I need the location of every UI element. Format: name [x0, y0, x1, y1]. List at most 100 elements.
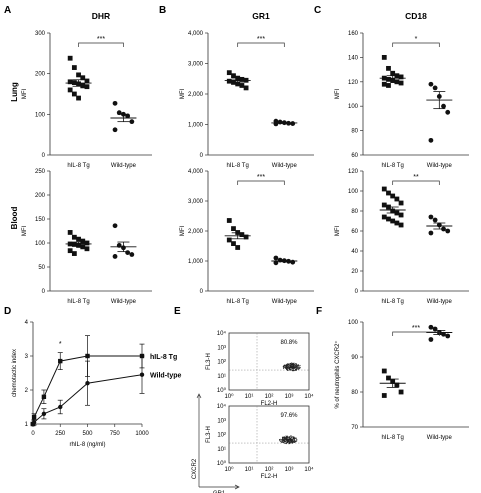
event-dot — [281, 436, 283, 438]
event-dot — [282, 442, 284, 443]
y-tick-label: 200 — [35, 72, 46, 78]
x-tick-label: 10² — [265, 467, 274, 473]
y-tick-label: 10² — [217, 433, 226, 439]
event-dot — [296, 367, 298, 368]
y-tick-label: 4,000 — [188, 169, 204, 175]
event-dot — [288, 363, 290, 365]
event-dot — [284, 440, 286, 442]
event-dot — [295, 365, 297, 367]
outer-y-label: CXCR2 — [192, 458, 198, 479]
y-axis-label: MFI — [180, 89, 186, 100]
category-label: hIL-8 Tg — [67, 163, 89, 169]
chart-f: 70 80 90 100 % of neutrophils CXCR2⁺ hIL-8 Tg… — [334, 320, 469, 441]
data-point-circle — [41, 411, 47, 416]
event-dot — [286, 441, 288, 443]
data-point-square — [67, 79, 73, 85]
data-point-circle — [112, 223, 118, 229]
legend-label: hIL-8 Tg — [150, 354, 177, 361]
arrow-head — [234, 484, 240, 490]
data-point-circle — [445, 333, 451, 339]
event-dot — [285, 364, 287, 366]
event-dot — [292, 366, 294, 368]
event-dot — [289, 366, 291, 368]
x-tick-label: 250 — [55, 431, 66, 437]
event-dot — [287, 369, 289, 371]
significance-bracket — [237, 180, 285, 185]
data-point-square — [394, 382, 400, 388]
data-point-square — [71, 242, 77, 247]
data-point-square — [235, 81, 241, 87]
data-point-circle — [290, 259, 296, 265]
y-tick-label: 3,000 — [188, 199, 204, 205]
arrow-head — [196, 393, 202, 399]
event-dot — [291, 369, 293, 370]
event-dot — [292, 363, 294, 365]
y-tick-label: 10⁰ — [217, 387, 227, 394]
y-tick-label: 100 — [348, 104, 359, 110]
event-dot — [294, 366, 296, 368]
y-tick-label: 0 — [42, 289, 46, 295]
event-dot — [283, 440, 284, 442]
data-point-square — [80, 83, 86, 89]
event-dot — [294, 441, 296, 443]
data-point-circle — [445, 228, 451, 234]
y-tick-label: 10¹ — [217, 447, 226, 453]
event-dot — [292, 368, 294, 370]
event-dot — [293, 442, 295, 443]
event-dot — [285, 439, 287, 440]
y-axis-label: FL3-H — [206, 426, 212, 443]
event-dot — [294, 441, 296, 443]
event-dot — [283, 436, 285, 438]
data-point-square — [386, 76, 391, 82]
data-point-square — [67, 230, 73, 235]
y-tick-label: 0 — [42, 153, 46, 159]
event-dot — [288, 438, 290, 440]
event-dot — [283, 437, 285, 439]
event-dot — [284, 436, 286, 438]
data-point-square — [71, 234, 77, 240]
event-dot — [290, 440, 292, 441]
event-dot — [289, 365, 291, 367]
data-point-square — [381, 214, 387, 220]
data-point-square — [76, 72, 81, 78]
event-dot — [291, 366, 293, 368]
y-tick-label: 120 — [348, 169, 359, 175]
data-point-square — [58, 358, 63, 364]
significance-label: * — [59, 341, 62, 348]
event-dot — [284, 438, 286, 440]
event-dot — [293, 441, 295, 443]
event-dot — [288, 368, 290, 370]
y-tick-label: 100 — [348, 189, 359, 195]
panel-letter-d: D — [4, 306, 11, 317]
data-point-square — [386, 216, 391, 222]
event-dot — [290, 367, 292, 369]
event-dot — [291, 441, 293, 443]
event-dot — [294, 363, 296, 365]
data-point-square — [239, 232, 245, 237]
data-point-circle — [273, 121, 279, 127]
event-dot — [284, 365, 286, 367]
data-point-circle — [31, 420, 37, 425]
chart-c-lung: CD18 60 80 100 120 140 160 MFI hIL-8 Tg Wild-type… — [335, 11, 469, 169]
event-dot — [296, 364, 298, 366]
y-axis-label: MFI — [22, 89, 28, 100]
y-tick-label: 1 — [25, 422, 29, 428]
y-tick-label: 160 — [348, 31, 359, 37]
event-dot — [293, 438, 295, 440]
event-dot — [291, 369, 293, 371]
plot-frame — [228, 405, 310, 464]
data-point-square — [84, 240, 90, 246]
category-label: Wild-type — [427, 435, 453, 441]
data-point-square — [243, 234, 249, 240]
event-dot — [295, 369, 297, 370]
event-dot — [282, 439, 284, 441]
y-tick-label: 1,000 — [188, 123, 204, 129]
y-tick-label: 100 — [35, 241, 46, 247]
data-point-circle — [441, 103, 446, 109]
data-point-square — [71, 65, 77, 70]
event-dot — [290, 438, 292, 440]
event-dot — [289, 441, 291, 443]
event-dot — [292, 438, 294, 440]
event-dot — [292, 365, 294, 367]
event-dot — [293, 366, 295, 368]
